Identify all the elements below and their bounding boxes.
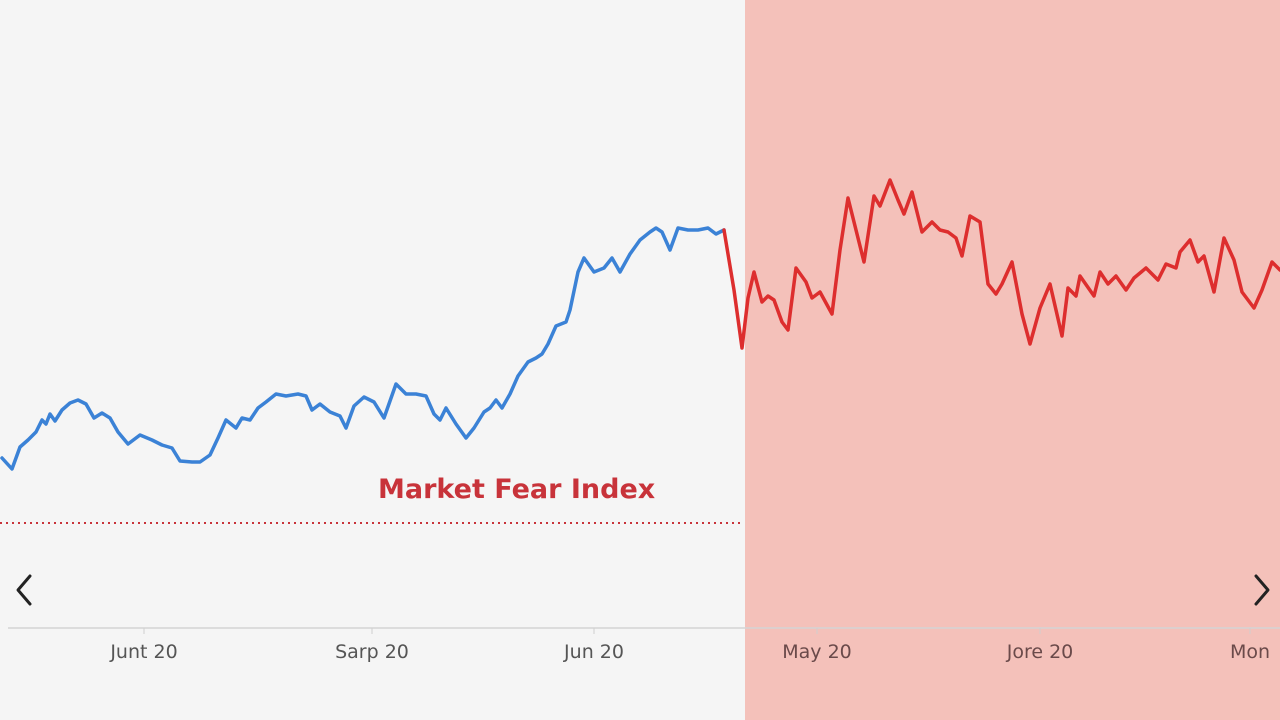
series-label: Market Fear Index [378,474,656,505]
previous-button[interactable] [4,570,44,610]
baseline-series-line [0,226,726,471]
x-tick-label: Jore 20 [1006,641,1074,663]
next-button[interactable] [1242,570,1280,610]
x-tick-label: Junt 20 [110,641,178,663]
fear-index-series-line [722,178,1280,350]
chevron-left-icon [16,574,32,606]
x-tick-label: Mon [1229,641,1271,663]
chevron-right-icon [1254,574,1270,606]
x-tick-label: Sarp 20 [335,641,409,663]
x-tick-label: Jun 20 [564,641,624,663]
highlight-region [745,0,1280,720]
x-axis-ticks [143,628,1251,634]
x-tick-label: May 20 [782,641,852,663]
